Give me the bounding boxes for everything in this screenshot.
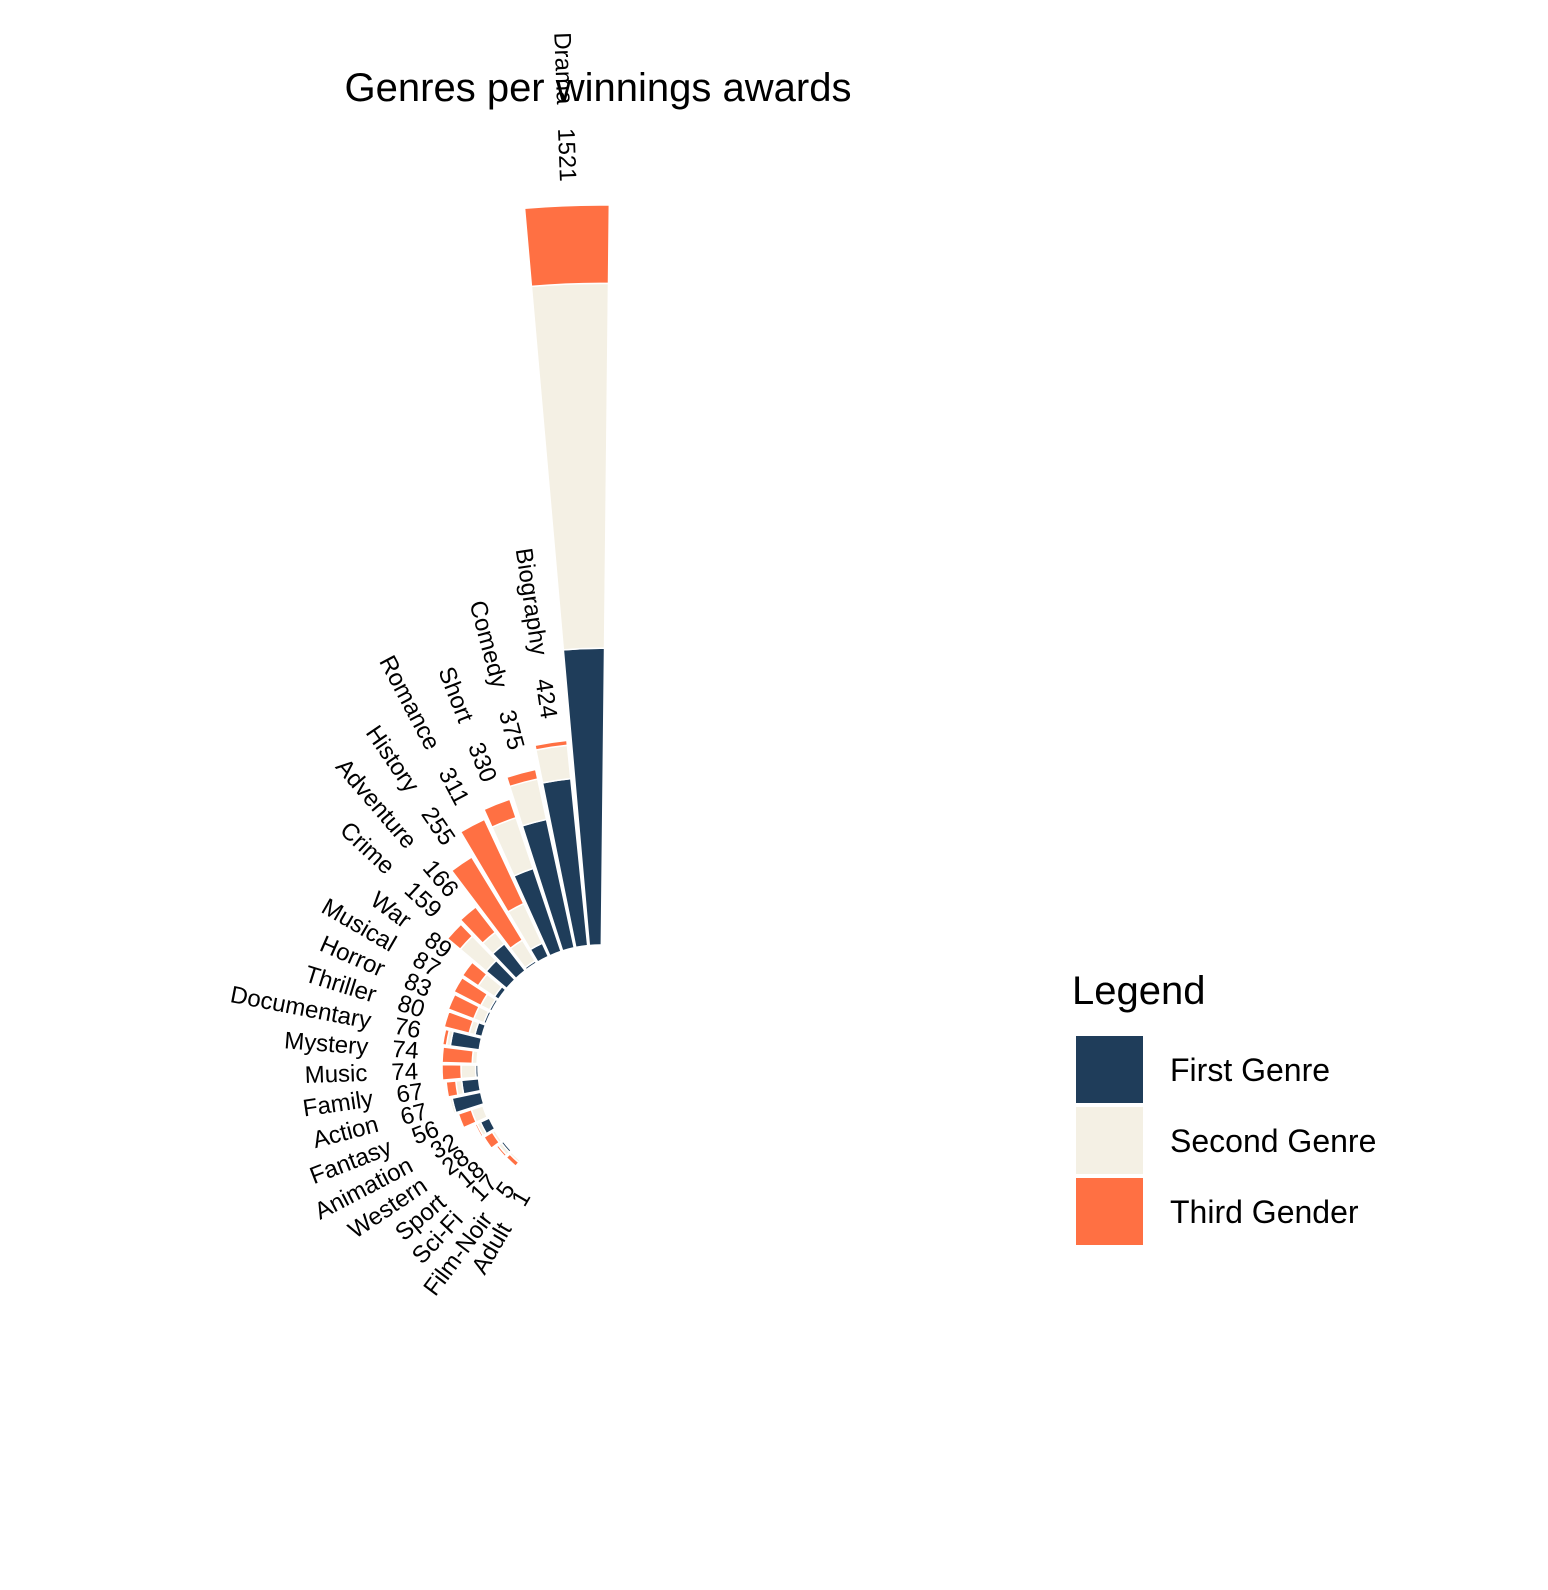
label-music: Music 74 xyxy=(304,1059,418,1090)
bar-biography-third-gender xyxy=(534,739,569,751)
bar-adult-first-genre xyxy=(531,1168,545,1177)
bar-war-third-gender xyxy=(461,961,488,987)
bar-music-second-genre xyxy=(460,1064,477,1080)
bar-crime-third-gender xyxy=(446,923,474,951)
chart-title: Genres per winnings awards xyxy=(345,66,852,110)
label-short-total: 330 xyxy=(462,739,502,786)
bar-comedy-third-gender xyxy=(505,768,539,788)
bar-family-first-genre xyxy=(460,1077,482,1095)
bar-animation-third-gender xyxy=(474,1122,485,1138)
bar-fantasy-third-gender xyxy=(457,1108,478,1129)
label-music-total: 74 xyxy=(391,1059,419,1087)
bar-history-third-gender xyxy=(450,856,524,950)
bar-documentary-third-gender xyxy=(441,1028,451,1047)
label-drama-total: 1521 xyxy=(552,128,581,182)
label-comedy: Comedy 375 xyxy=(463,598,529,753)
label-drama-name: Drama xyxy=(548,32,578,106)
bar-musical-third-gender xyxy=(452,976,489,1007)
label-music-name: Music xyxy=(304,1060,368,1089)
bar-biography-second-genre xyxy=(535,744,572,784)
legend-swatch-third-gender xyxy=(1076,1178,1143,1245)
label-family-total: 67 xyxy=(395,1078,425,1109)
bar-music-third-gender xyxy=(441,1063,463,1081)
bar-short-third-gender xyxy=(482,798,517,829)
label-biography: Biography 424 xyxy=(509,546,561,720)
label-biography-name: Biography xyxy=(509,546,552,657)
legend-swatch-first-genre xyxy=(1076,1036,1143,1103)
label-biography-total: 424 xyxy=(529,677,562,721)
legend-label-second-genre: Second Genre xyxy=(1170,1123,1376,1159)
bar-thriller-third-gender xyxy=(443,1010,475,1035)
bar-sport-third-gender xyxy=(495,1144,508,1158)
legend: Legend First Genre Second Genre Third Gend… xyxy=(1072,969,1376,1245)
bars xyxy=(441,204,611,1177)
label-mystery: Mystery 74 xyxy=(283,1028,419,1065)
bar-horror-third-gender xyxy=(447,993,481,1020)
bar-sci-fi-third-gender xyxy=(505,1153,520,1168)
label-comedy-name: Comedy xyxy=(463,598,512,691)
bar-mystery-third-gender xyxy=(441,1046,475,1065)
bar-action-third-gender xyxy=(447,1097,455,1115)
legend-label-first-genre: First Genre xyxy=(1170,1052,1330,1088)
label-short-name: Short xyxy=(432,663,478,727)
legend-title: Legend xyxy=(1072,969,1205,1013)
bar-western-third-gender xyxy=(482,1131,501,1150)
bar-family-third-gender xyxy=(445,1080,459,1098)
label-comedy-total: 375 xyxy=(493,707,529,753)
label-adult-total: 1 xyxy=(507,1186,537,1211)
bar-film-noir-third-gender xyxy=(519,1161,532,1172)
legend-swatch-second-genre xyxy=(1076,1107,1143,1174)
label-mystery-name: Mystery xyxy=(283,1028,369,1061)
bar-romance-third-gender xyxy=(459,818,525,913)
label-history-total: 255 xyxy=(415,802,460,850)
legend-label-third-gender: Third Gender xyxy=(1170,1194,1359,1230)
label-mystery-total: 74 xyxy=(391,1036,420,1065)
label-documentary-total: 76 xyxy=(392,1013,423,1045)
label-action-total: 67 xyxy=(398,1098,431,1131)
bar-drama-third-gender xyxy=(523,204,611,288)
label-drama: Drama 1521 xyxy=(548,32,581,182)
bar-adventure-third-gender xyxy=(459,905,497,945)
